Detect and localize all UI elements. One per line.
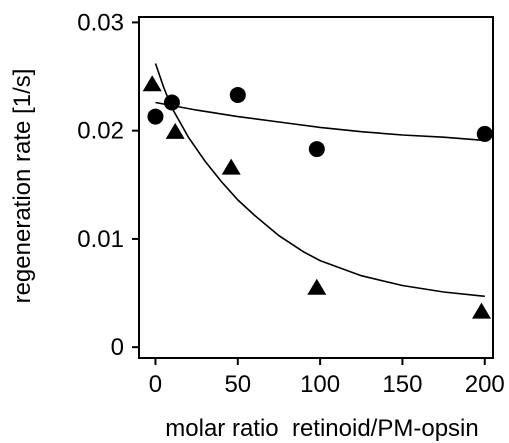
circle-fit-curve [155,101,485,142]
x-tick-label: 200 [465,371,505,398]
x-axis-label: molar ratio retinoid/PM-opsin [165,415,478,442]
data-markers [142,75,493,319]
circle-data-point [476,125,493,142]
triangle-data-point [142,75,162,92]
triangle-fit-curve [154,63,485,298]
x-axis-ticks: 0 50 100 150 200 [149,358,505,398]
y-tick-label: 0.02 [77,118,124,145]
fit-curves [154,63,485,298]
y-axis-label: regeneration rate [1/s] [9,69,36,304]
circle-data-point [229,86,246,103]
x-tick-label: 0 [149,371,162,398]
triangle-data-point [221,158,241,175]
circle-data-point [308,141,325,158]
y-tick-label: 0 [111,334,124,361]
y-tick-label: 0.03 [77,9,124,36]
y-axis-ticks: 0 0.01 0.02 0.03 [77,9,139,361]
triangle-data-point [472,302,491,319]
x-tick-label: 150 [382,371,422,398]
x-tick-label: 100 [300,371,340,398]
triangle-data-point [307,278,327,295]
circle-data-point [147,108,164,125]
y-tick-label: 0.01 [77,226,124,253]
triangle-data-point [165,122,185,139]
plot-frame [138,16,494,359]
x-tick-label: 50 [224,371,251,398]
circle-data-point [163,94,180,111]
